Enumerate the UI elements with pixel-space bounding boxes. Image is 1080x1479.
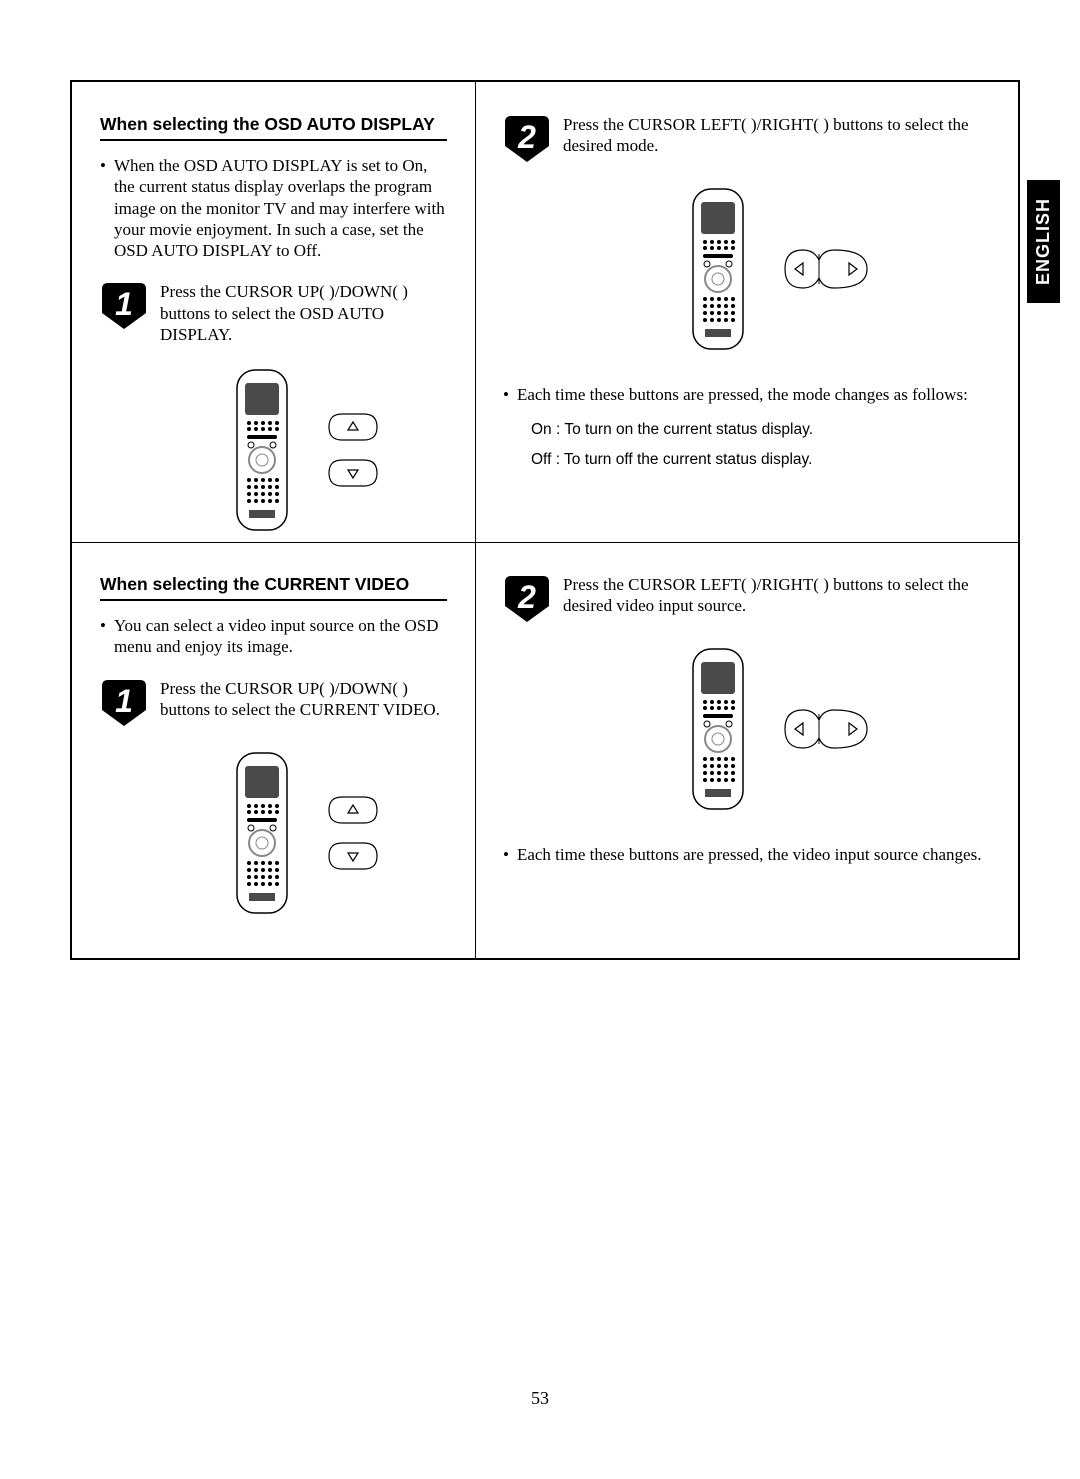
bullet-text: • When the OSD AUTO DISPLAY is set to On… xyxy=(100,155,447,261)
step-2: 2 Press the CURSOR LEFT( )/RIGHT( ) butt… xyxy=(503,574,990,624)
section-heading: When selecting the CURRENT VIDEO xyxy=(100,574,447,601)
remote-figure-updown xyxy=(160,748,447,918)
page-frame: When selecting the OSD AUTO DISPLAY • Wh… xyxy=(70,80,1020,960)
list-item: Off : To turn off the current status dis… xyxy=(531,445,990,474)
section-heading: When selecting the OSD AUTO DISPLAY xyxy=(100,114,447,141)
section-current-video-left: When selecting the CURRENT VIDEO • You c… xyxy=(72,542,475,950)
section-osd-auto-display-right: 2 Press the CURSOR LEFT( )/RIGHT( ) butt… xyxy=(475,82,1018,506)
remote-figure-leftright xyxy=(563,644,990,814)
step-text: Press the CURSOR LEFT( )/RIGHT( ) button… xyxy=(563,574,990,617)
remote-figure-leftright xyxy=(563,184,990,354)
section-osd-auto-display-left: When selecting the OSD AUTO DISPLAY • Wh… xyxy=(72,82,475,567)
svg-text:2: 2 xyxy=(517,579,536,615)
svg-text:1: 1 xyxy=(115,683,133,719)
step-number-2-icon: 2 xyxy=(503,574,551,624)
step-number-1-icon: 1 xyxy=(100,678,148,728)
mode-list: On : To turn on the current status displ… xyxy=(531,415,990,474)
remote-icon xyxy=(227,365,297,535)
followup-text: • Each time these buttons are pressed, t… xyxy=(503,384,990,405)
step-text: Press the CURSOR UP( )/DOWN( ) buttons t… xyxy=(160,281,447,345)
language-tab: ENGLISH xyxy=(1027,180,1060,303)
down-button-icon xyxy=(325,456,381,490)
step-1: 1 Press the CURSOR UP( )/DOWN( ) buttons… xyxy=(100,678,447,728)
step-text: Press the CURSOR UP( )/DOWN( ) buttons t… xyxy=(160,678,447,721)
up-button-icon xyxy=(325,793,381,827)
step-2: 2 Press the CURSOR LEFT( )/RIGHT( ) butt… xyxy=(503,114,990,164)
svg-text:1: 1 xyxy=(115,286,133,322)
step-number-2-icon: 2 xyxy=(503,114,551,164)
remote-figure-updown xyxy=(160,365,447,535)
up-button-icon xyxy=(325,410,381,444)
remote-icon xyxy=(683,184,753,354)
page-number: 53 xyxy=(0,1388,1080,1409)
left-right-buttons-icon xyxy=(781,704,871,754)
remote-icon xyxy=(227,748,297,918)
bullet-text: • You can select a video input source on… xyxy=(100,615,447,658)
step-1: 1 Press the CURSOR UP( )/DOWN( ) buttons… xyxy=(100,281,447,345)
list-item: On : To turn on the current status displ… xyxy=(531,415,990,444)
svg-text:2: 2 xyxy=(517,119,536,155)
followup-text: • Each time these buttons are pressed, t… xyxy=(503,844,990,865)
down-button-icon xyxy=(325,839,381,873)
section-current-video-right: 2 Press the CURSOR LEFT( )/RIGHT( ) butt… xyxy=(475,542,1018,907)
step-number-1-icon: 1 xyxy=(100,281,148,331)
step-text: Press the CURSOR LEFT( )/RIGHT( ) button… xyxy=(563,114,990,157)
remote-icon xyxy=(683,644,753,814)
left-right-buttons-icon xyxy=(781,244,871,294)
